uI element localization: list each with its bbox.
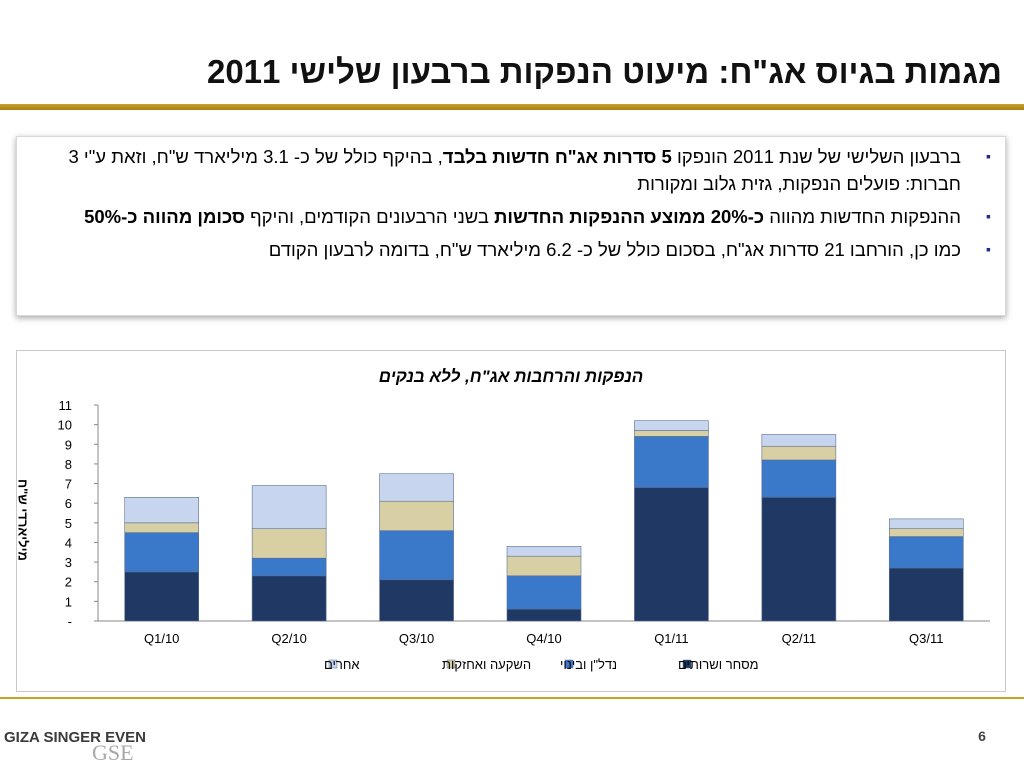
- chart-title: הנפקות והרחבות אג"ח, ללא בנקים: [378, 367, 644, 386]
- x-tick-label: Q1/11: [654, 631, 688, 646]
- bar-segment: [506, 575, 582, 610]
- bar-segment: [634, 487, 709, 622]
- bar-segment: [379, 500, 454, 531]
- bullet-item: ▪ כמו כן, הורחבו 21 סדרות אג"ח, בסכום כול…: [33, 236, 991, 263]
- bullet-item: ▪ ההנפקות החדשות מהווה כ-20% ממוצע ההנפקו…: [33, 203, 991, 230]
- page-title: מגמות בגיוס אג"ח: מיעוט הנפקות ברבעון של…: [206, 53, 1002, 90]
- bar-segment: [124, 496, 200, 524]
- bullet-text: ההנפקות החדשות מהווה כ-20% ממוצע ההנפקות…: [84, 206, 961, 227]
- legend-label: אחרים: [324, 657, 360, 672]
- bar-segment: [888, 536, 964, 569]
- y-tick-label: 9: [65, 437, 72, 452]
- bar-segment: [506, 555, 582, 577]
- bar-segment: [251, 575, 327, 622]
- y-tick-label: 10: [58, 418, 72, 433]
- bullet-plain-text: ברבעון השלישי של שנת 2011 הונפקו: [671, 146, 961, 167]
- bullet-bold-text: 5 סדרות אג"ח חדשות בלבד: [442, 146, 672, 167]
- bar-segment: [634, 430, 709, 437]
- y-tick-label: 1: [65, 594, 72, 609]
- y-tick-label: 6: [65, 496, 72, 511]
- legend-label: מסחר ושרותים: [678, 657, 759, 672]
- bar-segment: [506, 546, 582, 557]
- legend-swatch: [564, 659, 574, 669]
- x-tick-label: Q3/10: [399, 631, 434, 646]
- bar-segment: [634, 436, 709, 488]
- y-tick-label: 5: [65, 516, 72, 531]
- bullet-icon: ▪: [986, 241, 991, 257]
- bullet-icon: ▪: [986, 148, 991, 164]
- y-tick-label: 3: [65, 555, 72, 570]
- company-logo: GIZA SINGER EVEN GSE: [4, 729, 146, 765]
- x-tick-label: Q2/10: [271, 631, 306, 646]
- bullet-bold-text: סכומן מהווה כ-50%: [84, 206, 245, 227]
- bullet-plain-text: , בהיקף כולל של כ- 3.1 מיליארד ש"ח, וזאת…: [68, 146, 961, 194]
- legend-label: השקעה ואחזקות: [442, 657, 531, 672]
- bullet-plain-text: כמו כן, הורחבו 21 סדרות אג"ח, בסכום כולל…: [268, 239, 961, 260]
- x-tick-label: Q1/10: [144, 631, 179, 646]
- bar-segment: [124, 532, 200, 573]
- bar-segment: [379, 530, 454, 581]
- logo-text: GIZA SINGER EVEN: [4, 729, 146, 746]
- y-tick-label: 4: [65, 535, 72, 550]
- bar-segment: [251, 557, 327, 577]
- x-tick-label: Q3/11: [909, 631, 943, 646]
- bar-segment: [761, 434, 837, 447]
- x-tick-label: Q2/11: [782, 631, 816, 646]
- footer-divider: [0, 697, 1024, 699]
- bullet-icon: ▪: [986, 208, 991, 224]
- bullet-list: ▪ ברבעון השלישי של שנת 2011 הונפקו 5 סדרו…: [17, 137, 1005, 263]
- x-tick-label: Q4/10: [526, 631, 561, 646]
- bar-segment: [888, 528, 964, 537]
- bar-segment: [379, 579, 454, 622]
- y-tick-label: 7: [65, 477, 72, 492]
- bar-segment: [506, 608, 582, 622]
- bar-segment: [379, 473, 454, 502]
- page-number: 6: [978, 728, 986, 744]
- y-tick-label: 2: [65, 575, 72, 590]
- logo-monogram: GSE: [92, 740, 134, 765]
- title-divider: [0, 104, 1024, 110]
- y-tick-label: 11: [59, 398, 73, 413]
- bullet-text: כמו כן, הורחבו 21 סדרות אג"ח, בסכום כולל…: [269, 239, 961, 260]
- bar-segment: [761, 459, 837, 498]
- bar-segment: [124, 571, 200, 622]
- bar-segment: [761, 496, 837, 622]
- summary-box: ▪ ברבעון השלישי של שנת 2011 הונפקו 5 סדרו…: [16, 136, 1006, 316]
- bar-segment: [888, 518, 964, 530]
- bar-segment: [634, 420, 709, 431]
- legend-swatch: [682, 659, 692, 669]
- bar-segment: [124, 522, 200, 533]
- bullet-text: ברבעון השלישי של שנת 2011 הונפקו 5 סדרות…: [68, 146, 961, 194]
- legend-label: נדל"ן ובינוי: [560, 657, 617, 672]
- bullet-bold-text: כ-20% ממוצע ההנפקות החדשות: [494, 206, 765, 227]
- bullet-plain-text: בשני הרבעונים הקודמים, והיקף: [244, 206, 495, 227]
- legend-swatch: [446, 659, 456, 669]
- y-tick-label: -: [68, 614, 72, 629]
- y-tick-label: 8: [65, 457, 72, 472]
- bar-segment: [888, 567, 964, 622]
- bar-segment: [251, 528, 327, 559]
- bullet-plain-text: ההנפקות החדשות מהווה: [764, 206, 961, 227]
- bar-segment: [761, 445, 837, 461]
- bullet-item: ▪ ברבעון השלישי של שנת 2011 הונפקו 5 סדרו…: [33, 143, 991, 197]
- legend-swatch: [328, 659, 338, 669]
- bar-segment: [251, 485, 327, 530]
